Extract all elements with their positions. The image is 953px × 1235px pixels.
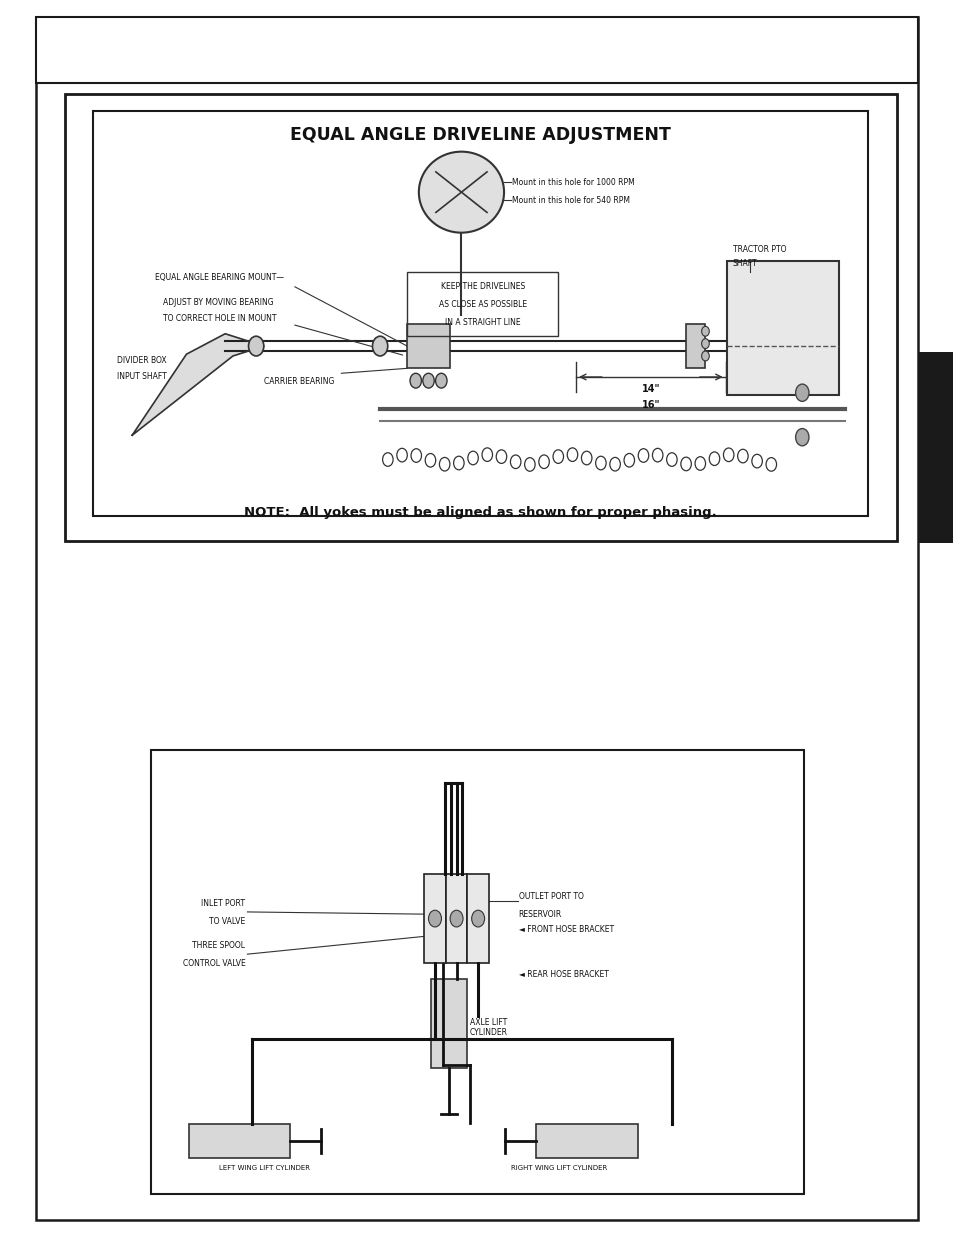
Text: EQUAL ANGLE DRIVELINE ADJUSTMENT: EQUAL ANGLE DRIVELINE ADJUSTMENT bbox=[290, 126, 671, 144]
Text: INPUT SHAFT: INPUT SHAFT bbox=[116, 372, 167, 382]
Circle shape bbox=[410, 373, 421, 388]
Text: ◄ REAR HOSE BRACKET: ◄ REAR HOSE BRACKET bbox=[518, 969, 608, 978]
Text: THREE SPOOL: THREE SPOOL bbox=[193, 941, 245, 950]
Text: SHAFT: SHAFT bbox=[732, 259, 757, 268]
Text: NOTE:  All yokes must be aligned as shown for proper phasing.: NOTE: All yokes must be aligned as shown… bbox=[244, 505, 717, 519]
Bar bbox=[424, 874, 445, 963]
Bar bbox=[431, 978, 466, 1067]
Circle shape bbox=[795, 429, 808, 446]
Circle shape bbox=[700, 351, 708, 361]
Text: CONTROL VALVE: CONTROL VALVE bbox=[183, 960, 245, 968]
Bar bbox=[726, 261, 839, 395]
Bar bbox=[407, 324, 450, 368]
Text: IN A STRAIGHT LINE: IN A STRAIGHT LINE bbox=[444, 317, 520, 326]
Text: RESERVOIR: RESERVOIR bbox=[518, 910, 561, 919]
Circle shape bbox=[428, 910, 441, 927]
Bar bbox=[93, 111, 867, 516]
Text: TRACTOR PTO: TRACTOR PTO bbox=[732, 245, 785, 253]
Bar bbox=[407, 272, 558, 336]
Circle shape bbox=[436, 373, 447, 388]
Text: LEFT WING LIFT CYLINDER: LEFT WING LIFT CYLINDER bbox=[219, 1165, 310, 1171]
Text: TO VALVE: TO VALVE bbox=[209, 918, 245, 926]
Circle shape bbox=[795, 384, 808, 401]
Bar bbox=[685, 324, 704, 368]
Text: 14": 14" bbox=[641, 384, 659, 394]
Circle shape bbox=[700, 338, 708, 348]
Text: CARRIER BEARING: CARRIER BEARING bbox=[264, 377, 334, 387]
Text: AXLE LIFT
CYLINDER: AXLE LIFT CYLINDER bbox=[469, 1018, 507, 1037]
Bar bbox=[36, 17, 917, 83]
Text: KEEP THE DRIVELINES: KEEP THE DRIVELINES bbox=[440, 282, 524, 290]
Text: INLET PORT: INLET PORT bbox=[201, 899, 245, 908]
Text: ◄ FRONT HOSE BRACKET: ◄ FRONT HOSE BRACKET bbox=[518, 925, 613, 934]
Text: RIGHT WING LIFT CYLINDER: RIGHT WING LIFT CYLINDER bbox=[511, 1165, 606, 1171]
Circle shape bbox=[471, 910, 484, 927]
Ellipse shape bbox=[418, 152, 503, 232]
Circle shape bbox=[372, 336, 387, 356]
Text: ADJUST BY MOVING BEARING: ADJUST BY MOVING BEARING bbox=[163, 298, 274, 306]
Bar bbox=[917, 352, 953, 543]
Circle shape bbox=[450, 910, 462, 927]
Text: EQUAL ANGLE BEARING MOUNT—: EQUAL ANGLE BEARING MOUNT— bbox=[155, 273, 284, 282]
Text: OUTLET PORT TO: OUTLET PORT TO bbox=[518, 892, 583, 900]
Circle shape bbox=[422, 373, 434, 388]
Bar bbox=[536, 1124, 637, 1157]
Text: Mount in this hole for 1000 RPM: Mount in this hole for 1000 RPM bbox=[511, 178, 634, 186]
Bar bbox=[467, 874, 488, 963]
Text: 16": 16" bbox=[641, 400, 659, 410]
Text: DIVIDER BOX: DIVIDER BOX bbox=[116, 356, 166, 366]
Circle shape bbox=[249, 336, 264, 356]
Bar bbox=[189, 1124, 290, 1157]
Polygon shape bbox=[132, 333, 264, 435]
Bar bbox=[65, 94, 896, 541]
Text: TO CORRECT HOLE IN MOUNT: TO CORRECT HOLE IN MOUNT bbox=[163, 314, 276, 322]
Bar bbox=[151, 750, 803, 1194]
Bar bbox=[445, 874, 467, 963]
Circle shape bbox=[700, 326, 708, 336]
Text: AS CLOSE AS POSSIBLE: AS CLOSE AS POSSIBLE bbox=[438, 300, 526, 309]
Text: Mount in this hole for 540 RPM: Mount in this hole for 540 RPM bbox=[511, 196, 629, 205]
